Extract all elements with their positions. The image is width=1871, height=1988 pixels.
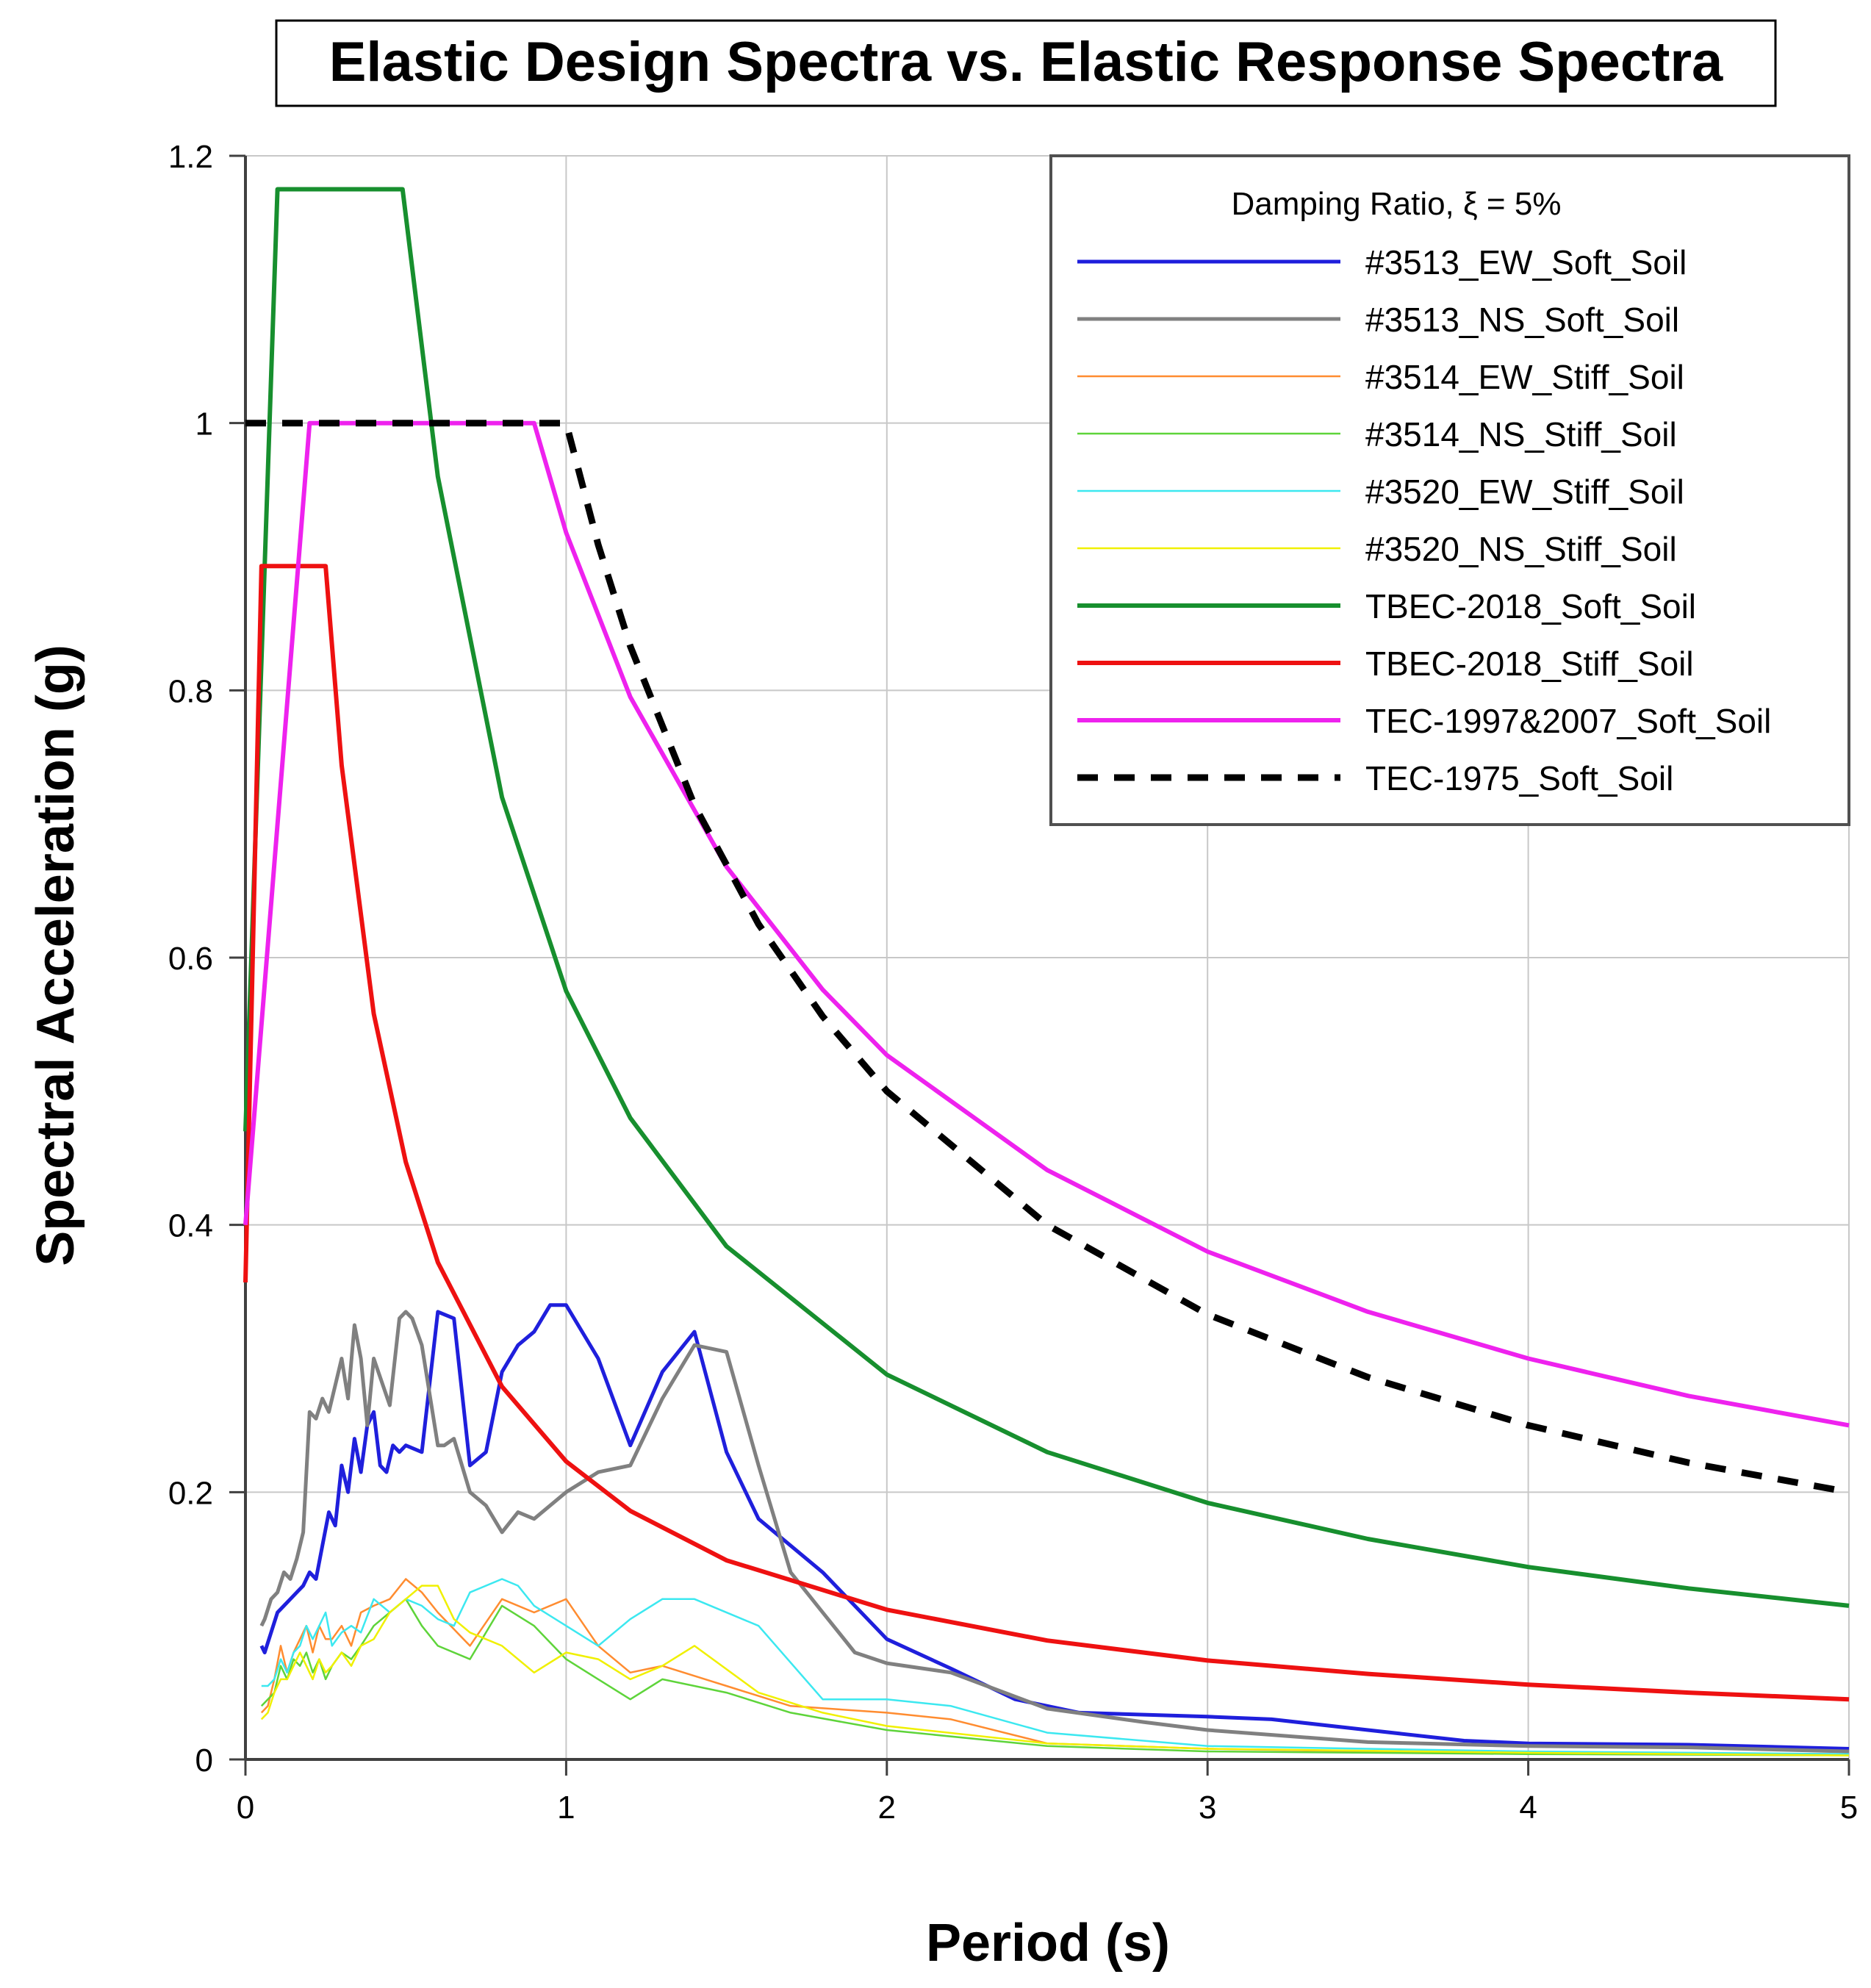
chart-title-box [275, 19, 1777, 107]
chart-title: Elastic Design Spectra vs. Elastic Respo… [329, 31, 1723, 93]
x-tick-label: 5 [1840, 1790, 1858, 1826]
x-tick-label: 4 [1519, 1790, 1537, 1826]
y-tick-label: 0.6 [168, 941, 213, 977]
y-axis-title: Spectral Acceleration (g) [26, 645, 85, 1266]
series-line-7 [243, 564, 1850, 1702]
legend-label: #3520_EW_Stiff_Soil [1365, 473, 1684, 511]
legend-label: #3514_NS_Stiff_Soil [1365, 415, 1677, 453]
x-tick-label: 0 [237, 1790, 254, 1826]
chart-title-group: Elastic Design Spectra vs. Elastic Respo… [275, 19, 1777, 107]
legend-label: #3514_EW_Stiff_Soil [1365, 358, 1684, 396]
y-tick-label: 0.8 [168, 673, 213, 709]
series-line-1 [259, 1310, 1850, 1754]
y-tick-labels: 0 0.2 0.4 0.6 0.8 1 1.2 [168, 139, 213, 1779]
x-tick-label: 2 [878, 1790, 896, 1826]
y-tick-label: 1 [195, 406, 213, 442]
x-tick-label: 3 [1199, 1790, 1216, 1826]
legend-label: TEC-1997&2007_Soft_Soil [1365, 702, 1771, 740]
x-tick-label: 1 [557, 1790, 575, 1826]
y-tick-label: 0 [195, 1743, 213, 1779]
legend-label: #3513_EW_Soft_Soil [1365, 243, 1687, 281]
series-line-4 [261, 1578, 1850, 1755]
series-lines [243, 187, 1850, 1756]
y-tick-label: 0.4 [168, 1208, 213, 1244]
series-line-5 [260, 1585, 1850, 1756]
legend-label: TEC-1975_Soft_Soil [1365, 759, 1673, 797]
series-line-6 [243, 187, 1850, 1608]
legend-label: TBEC-2018_Stiff_Soil [1365, 645, 1694, 683]
legend: Damping Ratio, ξ = 5% #3513_EW_Soft_Soil… [1049, 154, 1850, 826]
legend-label: #3520_NS_Stiff_Soil [1365, 530, 1677, 568]
series-line-9 [245, 420, 1850, 1496]
series-line-2 [260, 1578, 1850, 1755]
x-tick-labels: 0 1 2 3 4 5 [237, 1790, 1858, 1826]
series-line-3 [260, 1598, 1850, 1756]
series-line-8 [243, 420, 1850, 1428]
y-tick-label: 1.2 [168, 139, 213, 175]
y-tick-label: 0.2 [168, 1475, 213, 1511]
legend-label: TBEC-2018_Soft_Soil [1365, 587, 1696, 625]
legend-label: #3513_NS_Soft_Soil [1365, 301, 1679, 339]
legend-title: Damping Ratio, ξ = 5% [1232, 186, 1562, 222]
x-axis-title: Period (s) [926, 1914, 1170, 1973]
